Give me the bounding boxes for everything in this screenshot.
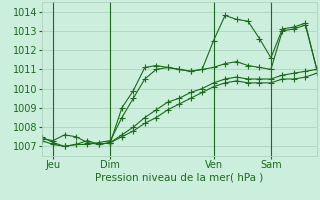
X-axis label: Pression niveau de la mer( hPa ): Pression niveau de la mer( hPa ) bbox=[95, 173, 263, 183]
